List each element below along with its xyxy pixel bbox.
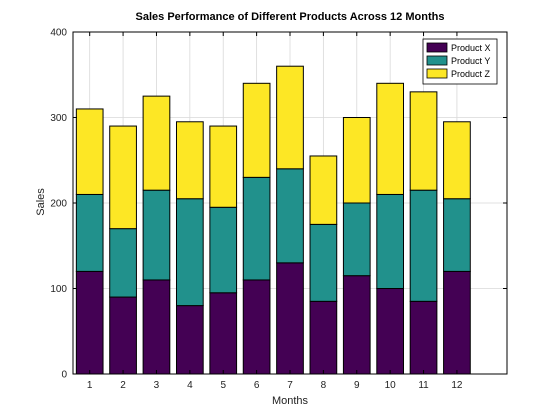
legend: Product X Product Y Product Z	[422, 38, 498, 85]
bars-layer	[75, 65, 471, 375]
bar-product-x-month-4	[175, 305, 204, 375]
bar-product-z-month-8	[309, 155, 338, 225]
bar-product-y-month-7	[276, 168, 304, 264]
bar-product-x-month-6	[242, 279, 271, 375]
bar-product-z-month-1	[75, 108, 104, 195]
x-tick-label: 1	[87, 380, 93, 391]
x-tick-label: 12	[451, 380, 463, 391]
x-tick-label: 8	[321, 380, 327, 391]
y-tick-label: 0	[61, 370, 67, 381]
y-tick-label: 200	[50, 199, 67, 210]
bar-product-y-month-11	[409, 189, 438, 302]
bar-product-z-month-4	[175, 121, 204, 200]
legend-swatch-product-x	[426, 42, 448, 53]
legend-label-product-z: Product Z	[451, 69, 491, 79]
x-tick-label: 11	[418, 380, 429, 391]
bar-product-x-month-8	[309, 300, 338, 375]
bar-product-y-month-3	[142, 189, 171, 281]
x-tick-label: 3	[154, 380, 160, 391]
bar-product-z-month-6	[242, 82, 271, 178]
bar-product-x-month-2	[109, 296, 137, 375]
x-tick-label: 5	[220, 380, 226, 391]
y-axis-label: Sales	[35, 188, 47, 216]
x-tick-label: 4	[187, 380, 193, 391]
y-tick-label: 400	[50, 28, 67, 39]
y-tick-label: 100	[50, 284, 67, 295]
legend-label-product-x: Product X	[451, 43, 491, 53]
bar-product-y-month-10	[376, 193, 405, 289]
bar-product-y-month-4	[175, 198, 204, 307]
bar-product-z-month-7	[276, 65, 304, 170]
bar-product-x-month-3	[142, 279, 171, 375]
x-tick-label: 6	[254, 380, 260, 391]
x-tick-label: 2	[120, 380, 126, 391]
bar-product-y-month-2	[109, 228, 137, 298]
bar-product-x-month-9	[342, 275, 371, 375]
bar-product-y-month-12	[443, 198, 471, 272]
x-tick-label: 9	[354, 380, 360, 391]
bar-product-z-month-11	[409, 91, 438, 191]
y-tick-label: 300	[50, 113, 67, 124]
bar-product-x-month-12	[443, 270, 471, 375]
bar-product-y-month-5	[209, 206, 238, 294]
x-tick-label: 10	[385, 380, 397, 391]
chart-title: Sales Performance of Different Products …	[136, 11, 445, 23]
bar-product-x-month-5	[209, 292, 238, 375]
bar-product-x-month-1	[75, 270, 104, 375]
bar-product-z-month-3	[142, 95, 171, 191]
bar-product-y-month-1	[75, 193, 104, 272]
bar-product-y-month-8	[309, 223, 338, 302]
legend-label-product-y: Product Y	[451, 56, 490, 66]
bar-product-z-month-12	[443, 121, 471, 200]
legend-swatch-product-z	[426, 68, 448, 79]
bar-product-z-month-5	[209, 125, 238, 208]
bar-product-x-month-10	[376, 288, 405, 375]
bar-product-x-month-7	[276, 262, 304, 375]
bar-product-y-month-6	[242, 176, 271, 281]
x-tick-label: 7	[287, 380, 293, 391]
bar-product-z-month-9	[342, 117, 371, 204]
bar-product-z-month-2	[109, 125, 137, 230]
bar-product-x-month-11	[409, 300, 438, 375]
legend-swatch-product-y	[426, 55, 448, 66]
bar-product-y-month-9	[342, 202, 371, 277]
bar-product-z-month-10	[376, 82, 405, 195]
x-axis-label: Months	[272, 395, 309, 407]
